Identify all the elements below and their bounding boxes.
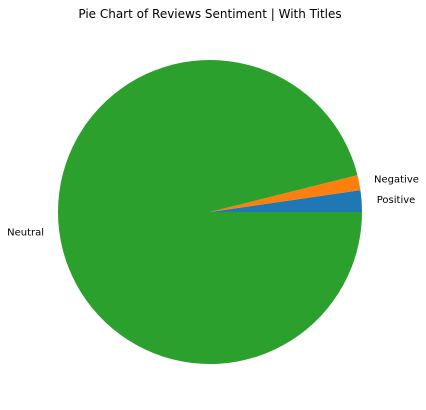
- pie-slice-positive: [210, 190, 362, 212]
- pie-label-positive: Positive: [377, 195, 416, 206]
- pie-labels: Positive Negative Neutral: [7, 175, 419, 239]
- pie-label-negative: Negative: [374, 175, 419, 186]
- pie-slices: [58, 59, 363, 364]
- chart-title: Pie Chart of Reviews Sentiment | With Ti…: [78, 7, 341, 21]
- pie-label-neutral: Neutral: [7, 227, 44, 238]
- pie-slice-negative: [210, 175, 361, 212]
- pie-slice-neutral: [58, 59, 363, 364]
